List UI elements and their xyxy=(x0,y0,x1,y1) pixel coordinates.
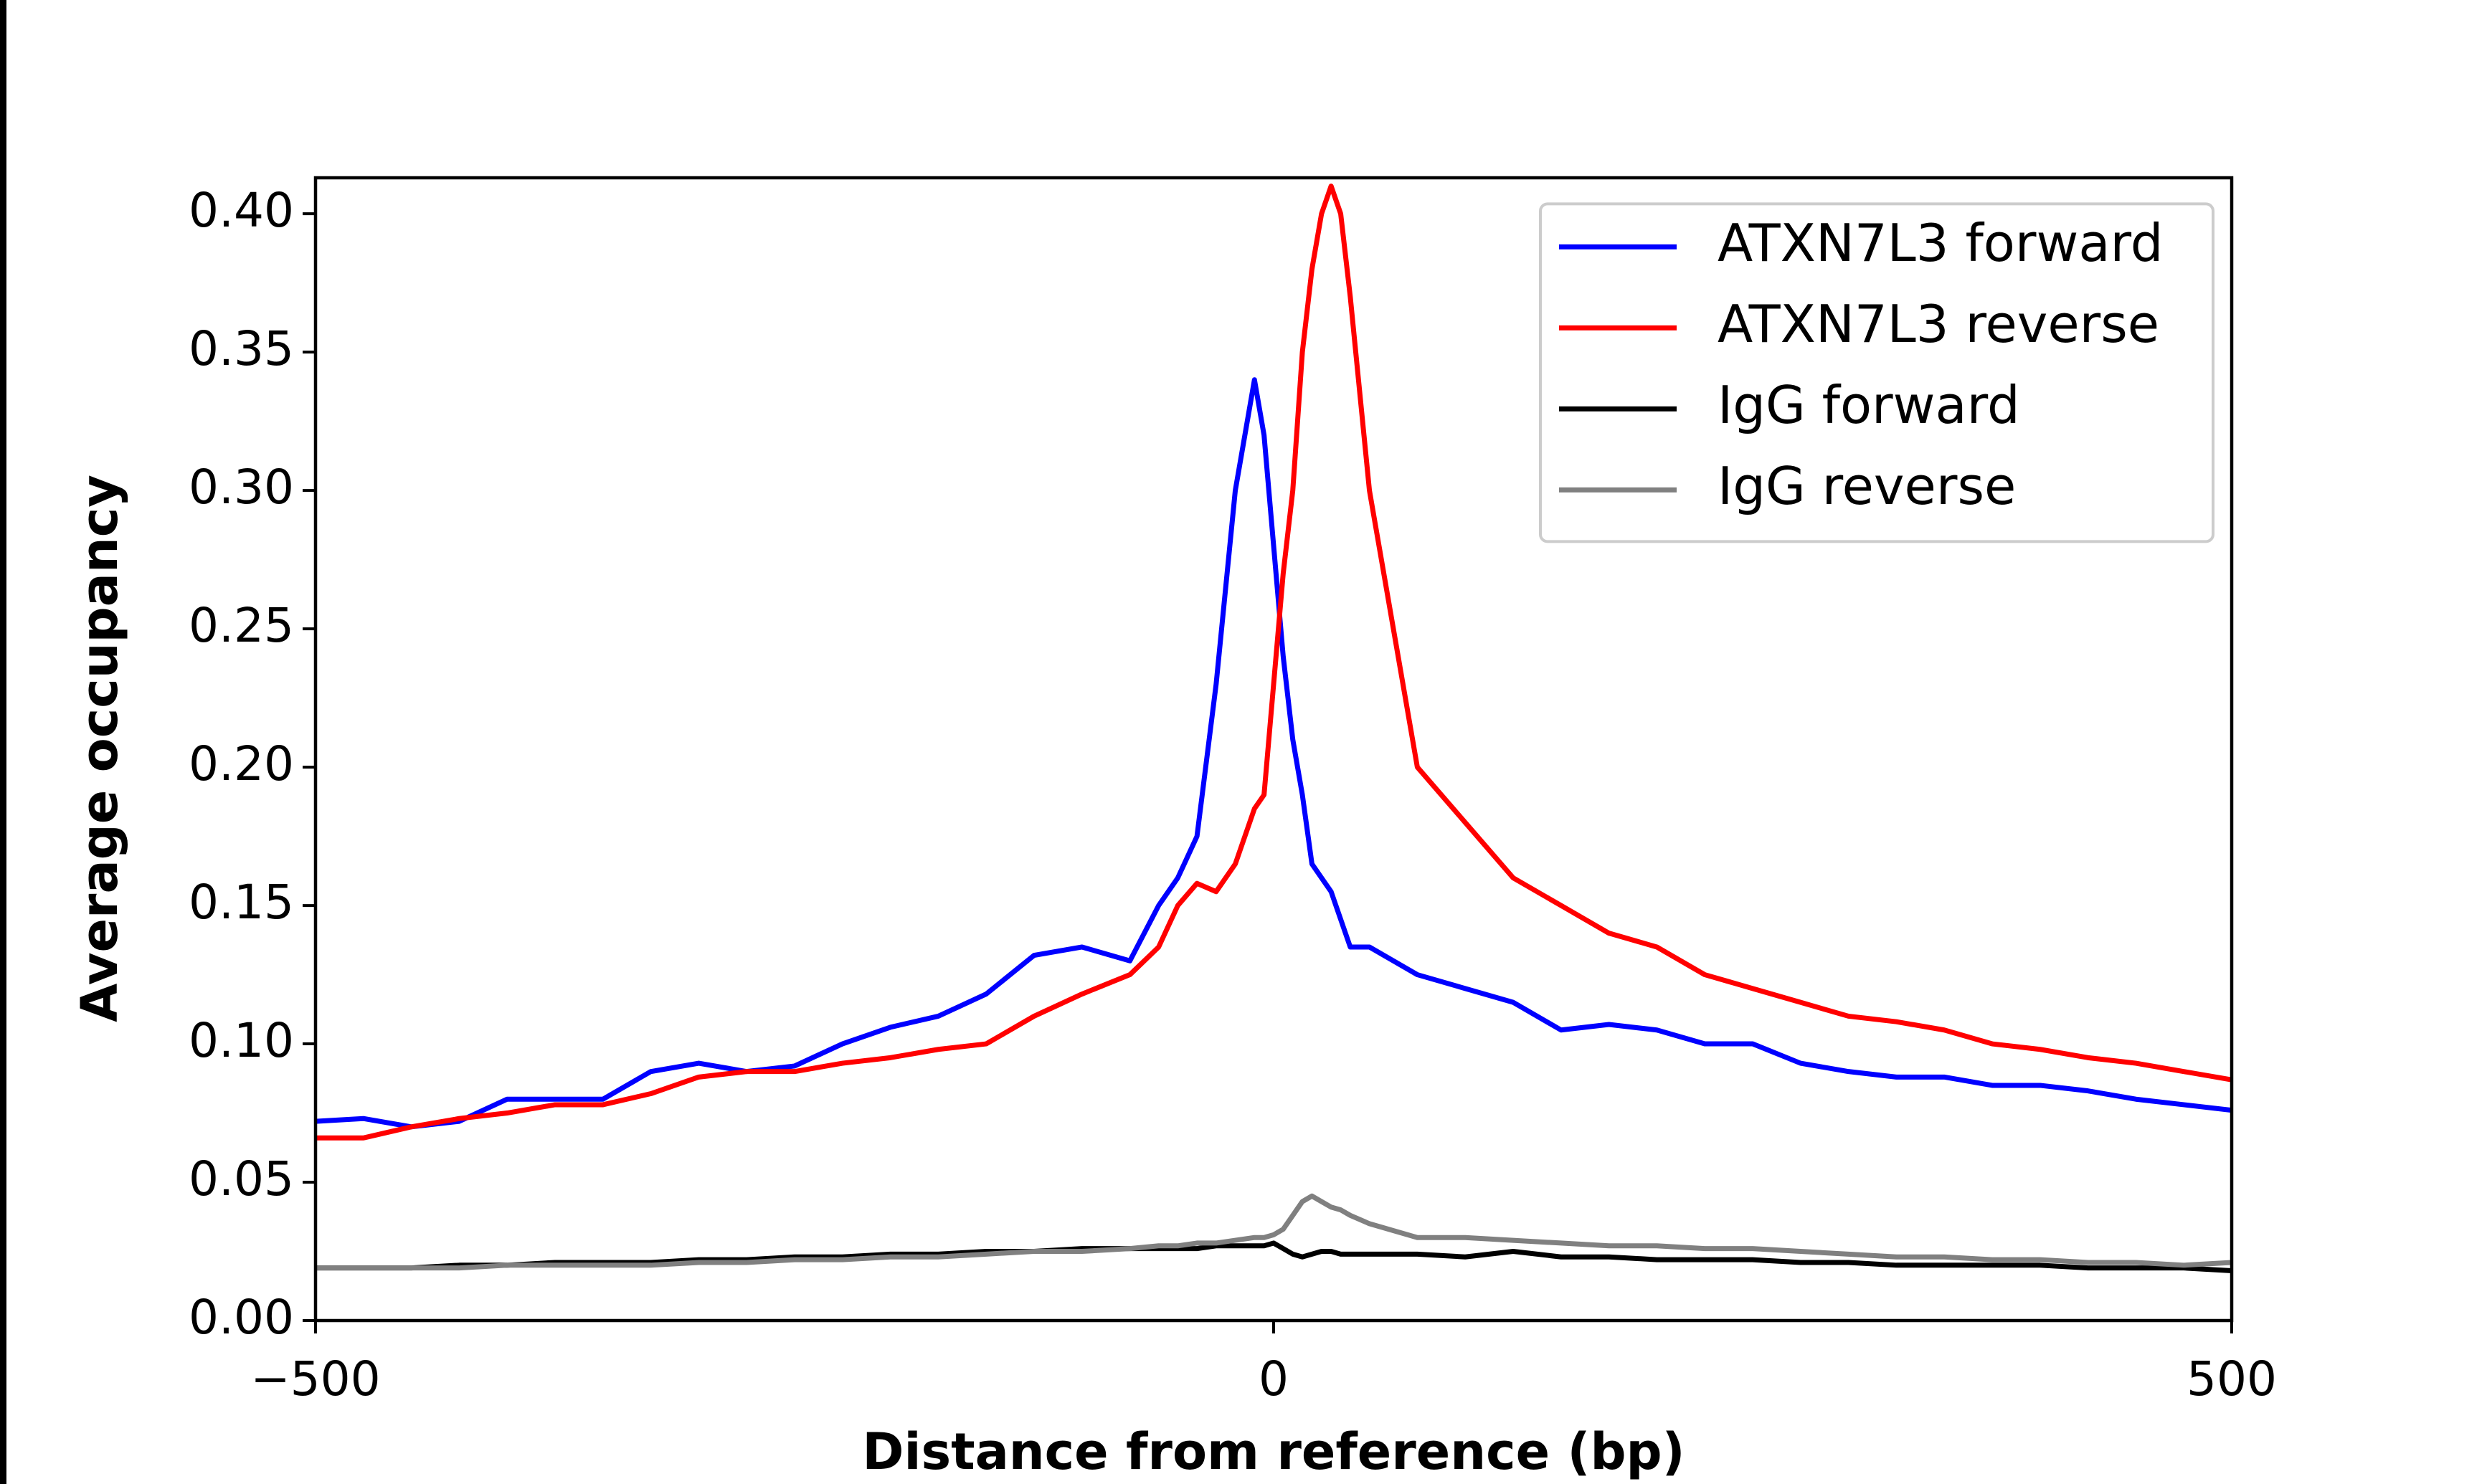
y-tick-label: 0.30 xyxy=(189,460,294,515)
left-border xyxy=(0,0,6,1484)
y-axis-label: Average occupancy xyxy=(70,475,129,1022)
legend-label: IgG reverse xyxy=(1718,456,2016,516)
y-tick-label: 0.20 xyxy=(189,736,294,791)
y-tick-label: 0.25 xyxy=(189,598,294,653)
y-tick-label: 0.40 xyxy=(189,183,294,238)
legend-label: IgG forward xyxy=(1718,375,2020,435)
x-tick-label: −500 xyxy=(250,1351,380,1407)
legend-label: ATXN7L3 forward xyxy=(1718,213,2164,273)
series-line xyxy=(316,1240,2232,1274)
legend-label: ATXN7L3 reverse xyxy=(1718,294,2159,354)
x-axis-label: Distance from reference (bp) xyxy=(862,1422,1685,1481)
x-tick-label: 0 xyxy=(1259,1351,1289,1407)
y-tick-label: 0.00 xyxy=(189,1290,294,1345)
series-line xyxy=(316,377,2232,1130)
y-tick-label: 0.35 xyxy=(189,321,294,376)
y-tick-label: 0.05 xyxy=(189,1151,294,1207)
legend-box xyxy=(1539,202,2214,543)
plot-frame xyxy=(313,176,2234,1323)
y-tick-label: 0.15 xyxy=(189,875,294,930)
x-tick-label: 500 xyxy=(2187,1351,2277,1407)
series-line xyxy=(316,1193,2232,1271)
y-tick-label: 0.10 xyxy=(189,1013,294,1068)
series-line xyxy=(316,184,2232,1141)
